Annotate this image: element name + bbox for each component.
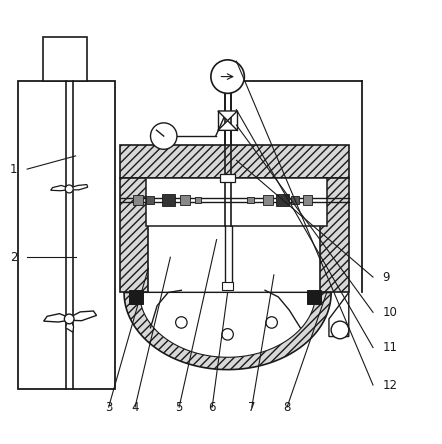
Circle shape xyxy=(211,60,244,93)
Circle shape xyxy=(175,317,187,328)
Polygon shape xyxy=(51,186,69,191)
Text: 2: 2 xyxy=(10,251,17,264)
Bar xyxy=(248,197,254,203)
Text: 12: 12 xyxy=(383,379,398,392)
Circle shape xyxy=(331,321,349,339)
Circle shape xyxy=(65,314,74,324)
Text: 8: 8 xyxy=(283,400,291,413)
Text: 7: 7 xyxy=(248,400,255,413)
Bar xyxy=(320,178,349,293)
Bar xyxy=(120,145,349,178)
Text: 6: 6 xyxy=(209,400,216,413)
Circle shape xyxy=(65,185,73,193)
Bar xyxy=(220,174,235,182)
Bar xyxy=(133,195,143,205)
Bar xyxy=(161,194,175,206)
Polygon shape xyxy=(124,293,331,369)
Polygon shape xyxy=(44,313,69,322)
Text: 5: 5 xyxy=(175,400,183,413)
Text: 9: 9 xyxy=(383,270,390,284)
Bar xyxy=(276,194,290,206)
Text: 4: 4 xyxy=(131,400,139,413)
Bar xyxy=(146,178,327,226)
Bar xyxy=(302,195,312,205)
Circle shape xyxy=(151,123,177,149)
Polygon shape xyxy=(66,320,74,332)
Circle shape xyxy=(222,329,233,340)
Bar xyxy=(194,197,201,203)
Bar xyxy=(180,195,190,205)
Bar xyxy=(120,178,149,293)
Polygon shape xyxy=(218,111,237,121)
Polygon shape xyxy=(329,293,349,337)
Bar xyxy=(222,282,233,290)
Bar xyxy=(263,195,273,205)
Polygon shape xyxy=(69,185,88,190)
Polygon shape xyxy=(218,121,237,131)
Polygon shape xyxy=(140,293,316,357)
Bar xyxy=(291,196,299,204)
Bar xyxy=(18,81,115,389)
Text: 11: 11 xyxy=(383,341,398,354)
Circle shape xyxy=(266,317,278,328)
Text: 3: 3 xyxy=(105,400,112,413)
Polygon shape xyxy=(69,311,96,321)
Bar xyxy=(42,37,87,81)
Bar xyxy=(130,290,144,304)
Text: 10: 10 xyxy=(383,306,398,319)
Bar xyxy=(146,196,154,204)
Bar xyxy=(307,290,321,304)
Text: 1: 1 xyxy=(10,163,17,176)
